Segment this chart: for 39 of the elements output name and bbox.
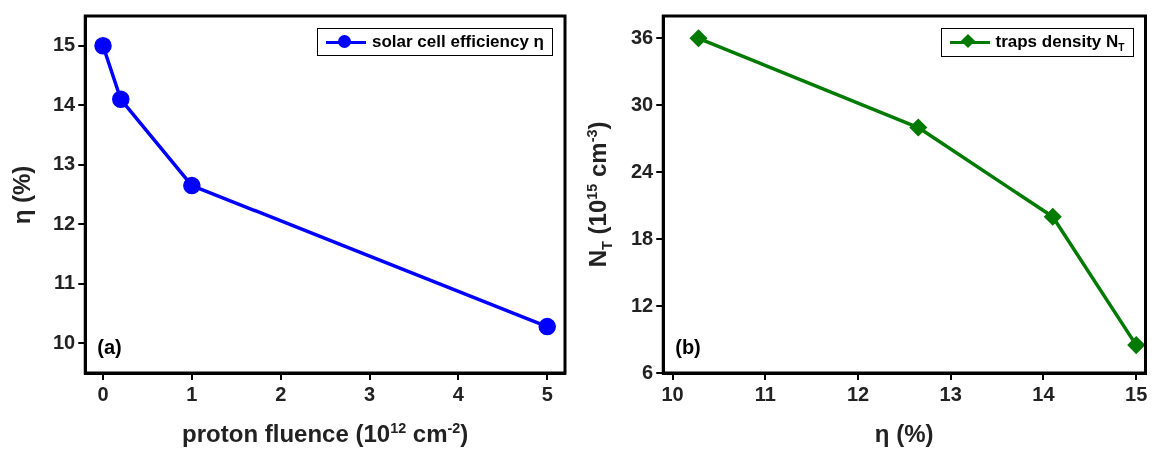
y-tick-label: 24 bbox=[631, 159, 655, 182]
y-tick-label: 12 bbox=[53, 211, 76, 234]
point bbox=[112, 90, 130, 109]
x-axis-title: η (%) bbox=[874, 420, 934, 448]
x-tick-label: 10 bbox=[661, 382, 684, 405]
x-tick-label: 4 bbox=[452, 382, 465, 405]
y-tick-label: 6 bbox=[642, 360, 654, 383]
legend-label: traps density N$_{T}$ bbox=[995, 32, 1125, 54]
x-tick-label: 2 bbox=[275, 382, 287, 405]
y-tick-label: 15 bbox=[53, 33, 76, 56]
x-tick-label: 3 bbox=[363, 382, 376, 405]
legend-label: solar cell efficiency η bbox=[372, 32, 544, 52]
annotation: (a) bbox=[97, 336, 122, 359]
y-tick-label: 18 bbox=[631, 226, 654, 249]
point bbox=[689, 29, 708, 48]
point bbox=[538, 317, 556, 336]
x-tick-label: 12 bbox=[846, 382, 870, 405]
y-tick-label: 14 bbox=[53, 92, 77, 115]
point bbox=[94, 37, 112, 55]
x-axis-title: proton fluence (10$^{12}$ cm$^{-2}$) bbox=[182, 420, 469, 448]
point bbox=[1127, 336, 1145, 354]
y-tick-label: 12 bbox=[631, 293, 654, 316]
x-tick-label: 5 bbox=[541, 382, 553, 405]
y-tick-label: 13 bbox=[53, 152, 76, 175]
annotation: (b) bbox=[675, 336, 701, 359]
x-tick-label: 11 bbox=[754, 382, 776, 405]
x-tick-label: 0 bbox=[97, 382, 109, 405]
x-tick-label: 14 bbox=[1032, 382, 1056, 405]
y-tick-label: 11 bbox=[54, 271, 76, 294]
point bbox=[1044, 208, 1062, 226]
point bbox=[909, 118, 928, 137]
y-tick-label: 30 bbox=[631, 92, 654, 115]
x-tick-label: 13 bbox=[939, 382, 962, 405]
y-tick-label: 10 bbox=[53, 330, 76, 353]
y-axis-title: η (%) bbox=[7, 165, 36, 224]
point bbox=[183, 176, 201, 195]
x-tick-label: 15 bbox=[1125, 382, 1148, 405]
y-tick-label: 36 bbox=[631, 25, 654, 48]
x-tick-label: 1 bbox=[186, 382, 198, 405]
